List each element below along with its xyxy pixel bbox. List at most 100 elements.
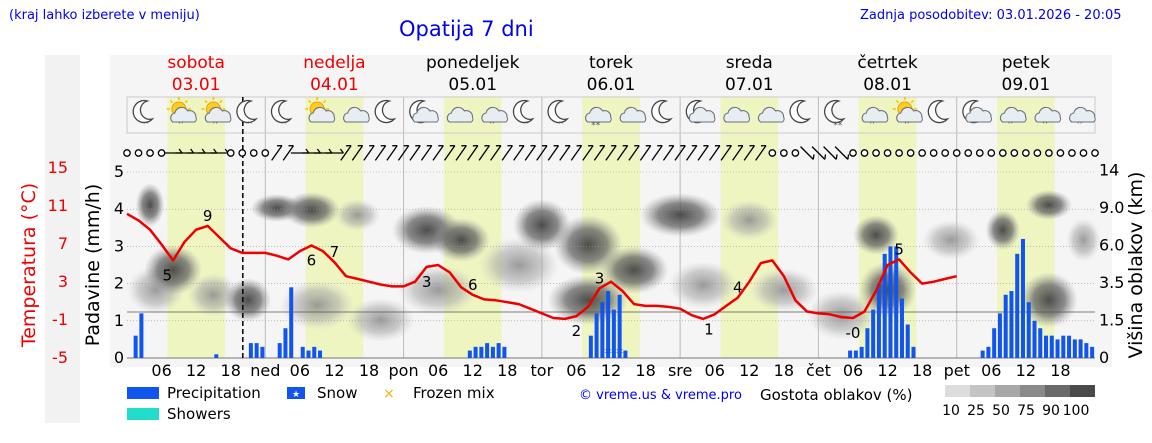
wind-barb	[755, 144, 767, 161]
cloud-scale-label: 100	[1063, 403, 1090, 419]
cloud-density-patch	[922, 220, 980, 260]
temperature-tick: -1	[52, 310, 68, 329]
wind-barb-shaft	[363, 145, 375, 161]
cloud-scale-label: 50	[992, 403, 1010, 419]
wind-calm-marker	[1056, 149, 1065, 157]
precip-bar	[502, 346, 507, 358]
x-tick-label: 06	[566, 361, 586, 380]
wind-barb	[811, 146, 827, 160]
cloud-shape	[446, 106, 474, 123]
wind-barb-flag	[847, 154, 850, 160]
wind-barb-flag	[657, 144, 663, 147]
legend-frozen-label: Frozen mix	[413, 384, 495, 402]
wind-barb-shaft	[386, 145, 398, 161]
wind-barb-flag	[714, 144, 720, 147]
precip-tick: 3	[114, 236, 124, 255]
sun-ray	[169, 99, 174, 104]
wind-barb	[616, 144, 629, 161]
wind-calm-marker	[941, 149, 950, 157]
precip-bar	[980, 350, 985, 358]
wind-barb-flag	[316, 148, 321, 154]
moon-shape	[374, 99, 397, 124]
sun-ray	[219, 99, 223, 104]
wind-barb-shaft	[397, 145, 410, 161]
temperature-label: 3	[422, 273, 432, 291]
cloud-icon	[446, 106, 474, 123]
wind-barb-flag	[472, 144, 478, 147]
precip-bar	[485, 343, 490, 358]
x-tick-label: 06	[705, 361, 725, 380]
cloud-density-patch	[668, 261, 738, 309]
wind-barb-shaft	[409, 145, 421, 161]
precip-bar	[1044, 335, 1049, 358]
cloud-shape	[1034, 106, 1062, 123]
precip-bar	[248, 343, 253, 358]
wind-barb	[374, 144, 387, 161]
wind-barb-flag	[328, 148, 333, 154]
wind-barb-shaft	[823, 146, 837, 160]
wind-barb	[455, 144, 467, 161]
wind-barb	[271, 144, 283, 161]
precip-bar	[1078, 339, 1083, 358]
sun-ray	[910, 99, 914, 104]
wind-barb-flag	[369, 144, 375, 147]
precip-marks: ’’	[1008, 121, 1014, 131]
wind-barb-flag	[576, 144, 582, 147]
wind-barb-flag	[760, 144, 766, 147]
precip-bar	[853, 350, 858, 358]
precip-marks: ’’	[489, 121, 495, 131]
wind-barb-shaft	[501, 145, 513, 161]
wind-barb-flag	[703, 144, 709, 147]
wind-calm-marker	[883, 149, 892, 157]
sun-ray	[308, 99, 312, 104]
wind-barb-shaft	[524, 145, 537, 161]
wind-calm-marker	[964, 149, 973, 157]
wind-barb-flag	[213, 148, 218, 154]
day-name: sobota	[167, 53, 225, 73]
legend-snow-label: Snow	[317, 384, 357, 402]
wind-barb	[651, 144, 663, 161]
cloud-density-patch	[224, 278, 272, 322]
precip-bar	[1090, 346, 1095, 358]
precip-tick: 0	[114, 348, 124, 367]
moon-rain-icon: ’’	[132, 99, 155, 131]
cloud-density-patch	[749, 268, 819, 312]
wind-barb-flag	[392, 144, 398, 147]
wind-barb-shaft	[811, 146, 826, 160]
x-tick-label: 12	[186, 361, 206, 380]
cloud-shape	[861, 106, 889, 123]
precip-bar	[865, 328, 870, 358]
precip-bar	[312, 346, 317, 358]
cloud-density-patch	[345, 298, 416, 342]
precip-marks: ’’	[1042, 121, 1048, 131]
cloud-density-patch	[806, 290, 877, 340]
wind-barb-shaft	[834, 146, 849, 160]
wind-barb-flag	[812, 154, 815, 160]
temperature-label: -0	[846, 324, 861, 342]
precip-bar	[905, 324, 910, 358]
moon-cloud-icon	[962, 99, 992, 124]
wind-barb-shaft	[674, 145, 686, 161]
cloud-icon	[723, 106, 750, 123]
wind-barb-flag	[426, 144, 432, 147]
day-name: torek	[589, 53, 633, 73]
moon-shape	[547, 99, 570, 124]
precip-bar	[214, 354, 219, 358]
sun-rain-icon: ’’	[892, 97, 923, 131]
location-hint[interactable]: (kraj lahko izberete v meniju)	[9, 8, 200, 23]
wind-calm-marker	[768, 149, 777, 157]
wind-calm-marker	[157, 149, 166, 157]
wind-barb-shaft	[536, 145, 548, 161]
copyright-link[interactable]: © vreme.us & vreme.pro	[579, 388, 742, 403]
x-tick-label: 18	[774, 361, 794, 380]
wind-barb-shaft	[478, 145, 490, 161]
cloud-shape	[204, 106, 232, 123]
cloud-height-tick: 1.5	[1099, 311, 1124, 330]
moon-shape	[789, 99, 812, 124]
wind-barb	[834, 146, 850, 160]
precip-bar	[911, 346, 916, 358]
precip-bar	[882, 253, 887, 358]
wind-barb	[720, 144, 732, 161]
temperature-label: 4	[733, 279, 743, 297]
wind-barb	[409, 144, 421, 161]
